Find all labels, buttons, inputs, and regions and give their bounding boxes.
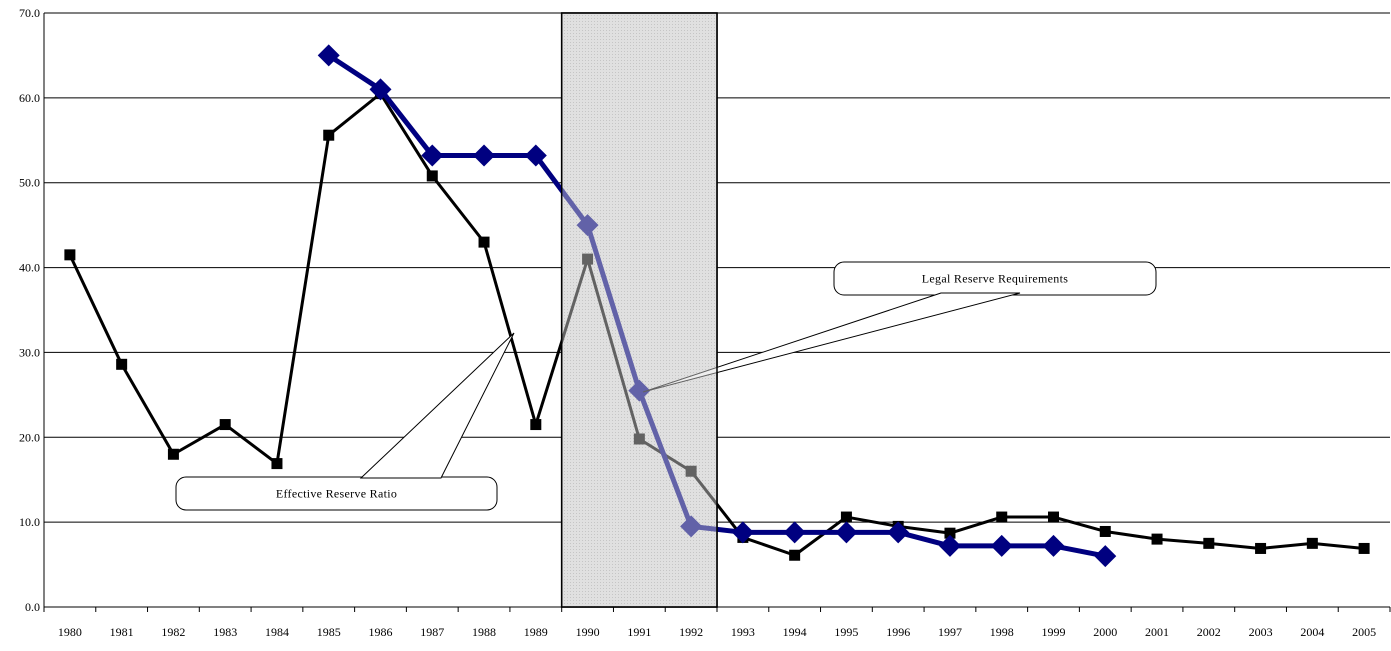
x-tick-label: 1987 (420, 625, 444, 639)
y-tick-label: 40.0 (19, 261, 40, 275)
data-point-marker (990, 534, 1013, 557)
data-point-marker (167, 448, 179, 460)
data-point-marker (478, 236, 490, 248)
data-point-marker (64, 249, 76, 261)
callout-effective-reserve-ratio-pointer (359, 332, 515, 479)
data-point-marker (685, 465, 697, 477)
x-tick-label: 1988 (472, 625, 496, 639)
data-point-marker (1358, 542, 1370, 554)
callout-legal-reserve-requirements-text: Legal Reserve Requirements (922, 272, 1068, 286)
data-point-marker (426, 170, 438, 182)
y-tick-label: 0.0 (25, 600, 40, 614)
x-tick-label: 1995 (834, 625, 858, 639)
x-tick-label: 1998 (990, 625, 1014, 639)
data-point-marker (938, 534, 961, 557)
x-tick-label: 1986 (369, 625, 393, 639)
data-point-marker (789, 549, 801, 561)
x-tick-label: 2001 (1145, 625, 1169, 639)
data-point-marker (996, 511, 1008, 523)
callout-effective-reserve-ratio-box (175, 476, 498, 511)
data-point-marker (369, 78, 392, 101)
data-point-marker (317, 44, 340, 67)
data-point-marker (1042, 534, 1065, 557)
callout-effective-reserve-ratio-text: Effective Reserve Ratio (276, 487, 397, 501)
data-point-marker (1203, 537, 1215, 549)
shaded-overlay (560, 12, 718, 608)
x-tick-label: 1984 (265, 625, 289, 639)
x-tick-label: 1993 (731, 625, 755, 639)
y-tick-label: 10.0 (19, 515, 40, 529)
x-tick-label: 2003 (1249, 625, 1273, 639)
x-tick-label: 1992 (679, 625, 703, 639)
y-tick-label: 60.0 (19, 91, 40, 105)
x-tick-label: 1999 (1042, 625, 1066, 639)
x-tick-label: 2004 (1300, 625, 1324, 639)
data-point-marker (887, 521, 910, 544)
data-point-marker (1099, 525, 1111, 537)
data-point-marker (1151, 533, 1163, 545)
x-tick-label: 1980 (58, 625, 82, 639)
x-tick-label: 1981 (110, 625, 134, 639)
callout-effective-reserve-ratio: Effective Reserve Ratio (175, 332, 515, 511)
data-point-marker (1255, 542, 1267, 554)
data-point-marker (944, 527, 956, 539)
data-point-marker (524, 144, 547, 167)
callout-legal-reserve-requirements: Legal Reserve Requirements (642, 261, 1157, 393)
data-point-marker (840, 511, 852, 523)
callouts-layer: Effective Reserve Ratio Legal Reserve Req… (175, 261, 1157, 511)
data-point-marker (1048, 511, 1059, 523)
data-point-marker (323, 129, 335, 141)
data-point-marker (633, 433, 645, 445)
x-tick-label: 1985 (317, 625, 341, 639)
x-tick-label: 1983 (213, 625, 237, 639)
data-point-marker (1094, 545, 1117, 568)
data-point-marker (421, 144, 444, 167)
data-point-marker (271, 458, 283, 470)
x-tick-label: 1989 (524, 625, 548, 639)
data-point-marker (530, 419, 542, 431)
data-point-marker (1306, 537, 1318, 549)
x-tick-label: 2000 (1093, 625, 1117, 639)
data-point-marker (628, 379, 651, 402)
data-point-marker (783, 521, 806, 544)
x-tick-label: 2002 (1197, 625, 1221, 639)
x-tick-label: 1996 (886, 625, 910, 639)
data-point-marker (582, 253, 594, 265)
data-point-marker (219, 419, 231, 431)
x-tick-label: 1997 (938, 625, 962, 639)
data-point-marker (731, 521, 754, 544)
data-point-marker (576, 214, 599, 237)
data-point-marker (835, 521, 858, 544)
x-tick-label: 2005 (1352, 625, 1376, 639)
x-tick-label: 1994 (783, 625, 807, 639)
y-tick-label: 50.0 (19, 176, 40, 190)
data-point-marker (680, 515, 703, 538)
x-tick-label: 1991 (627, 625, 651, 639)
x-tick-label: 1990 (576, 625, 600, 639)
data-point-marker (473, 144, 496, 167)
y-tick-label: 30.0 (19, 345, 40, 359)
data-point-marker (116, 358, 128, 370)
shaded-period-overlay (560, 12, 718, 608)
callout-legal-reserve-requirements-pointer (642, 292, 1021, 393)
x-tick-label: 1982 (161, 625, 185, 639)
y-tick-label: 70.0 (19, 6, 40, 20)
y-tick-label: 20.0 (19, 430, 40, 444)
